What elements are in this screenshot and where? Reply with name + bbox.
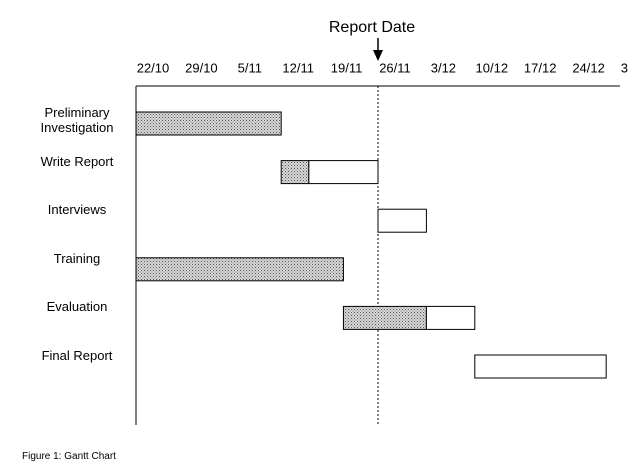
x-tick-label: 29/10 (185, 60, 218, 75)
task-label: Training (53, 250, 101, 266)
report-date-title: Report Date (329, 19, 415, 36)
x-tick-label: 24/12 (572, 60, 605, 75)
task-label: Interviews (47, 202, 107, 218)
task-label: Evaluation (46, 299, 108, 315)
x-tick-label: 3/12 (431, 60, 456, 75)
bar-remaining (377, 208, 427, 233)
task-label: Final Report (41, 348, 113, 363)
bar-done (342, 305, 427, 330)
task-label: Write Report (40, 153, 114, 169)
bar-done (135, 257, 344, 282)
x-tick-label: 10/12 (476, 60, 509, 75)
report-arrow-head (373, 50, 383, 61)
bar-remaining (474, 354, 607, 379)
x-tick-label: 12/11 (282, 60, 314, 75)
x-tick-label: 17/12 (524, 60, 557, 75)
x-tick-label: 5/11 (238, 60, 262, 75)
bar-remaining (425, 305, 476, 330)
bar-remaining (308, 160, 379, 185)
bar-done (280, 160, 310, 185)
x-tick-label: 22/10 (137, 60, 170, 75)
caption: Figure 1: Gantt Chart (22, 451, 116, 462)
x-tick-label: 31/12 (621, 60, 628, 75)
x-tick-label: 26/11 (379, 60, 411, 75)
bar-done (135, 111, 282, 136)
task-label: Preliminary Investigation (40, 105, 114, 135)
x-tick-label: 19/11 (331, 60, 363, 75)
